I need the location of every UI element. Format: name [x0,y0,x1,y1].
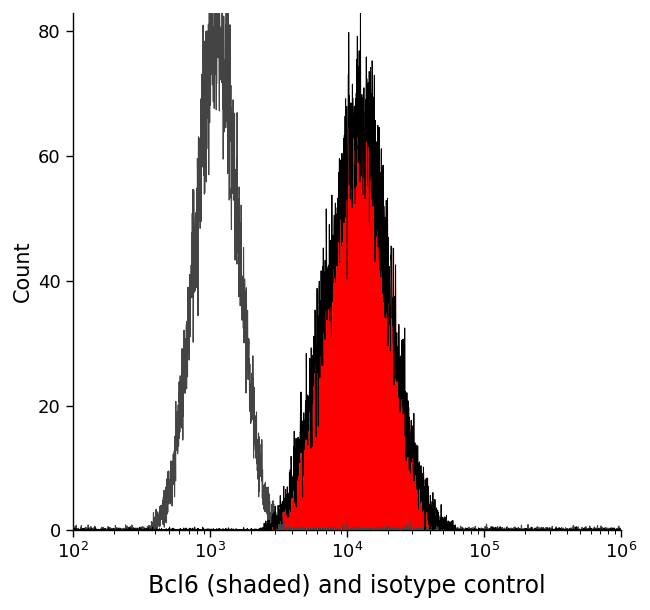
Y-axis label: Count: Count [12,241,32,303]
X-axis label: Bcl6 (shaded) and isotype control: Bcl6 (shaded) and isotype control [148,573,546,598]
